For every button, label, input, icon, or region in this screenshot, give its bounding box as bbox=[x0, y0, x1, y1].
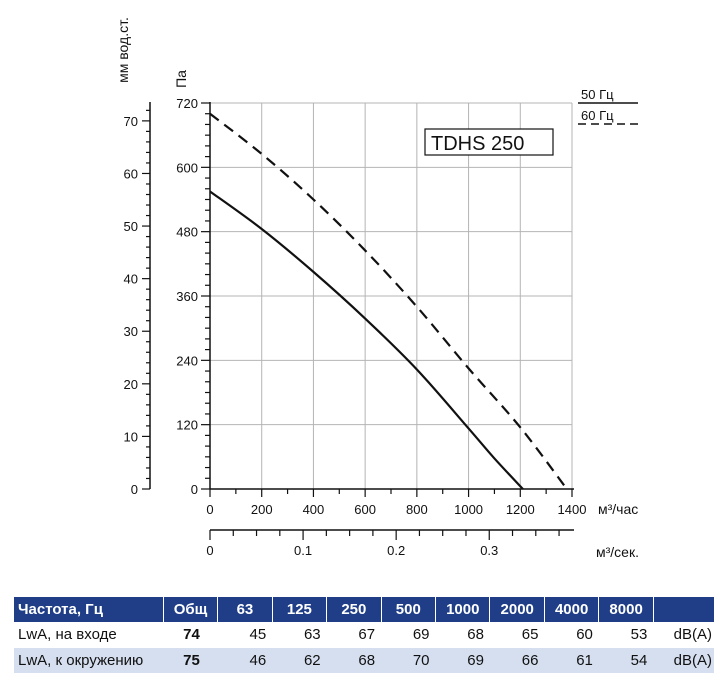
y-tick-label: 480 bbox=[176, 225, 198, 240]
x-tick-label: 400 bbox=[303, 502, 325, 517]
series-curves bbox=[209, 112, 568, 490]
x-tick-label: 600 bbox=[354, 502, 376, 517]
y2-tick-label: 10 bbox=[124, 429, 138, 444]
series-50hz-curve bbox=[209, 190, 524, 490]
tick-labels: 0 120 240 360 480 600 720 0 10 20 30 40 50 60 70 0 200 40… bbox=[124, 96, 587, 558]
y-tick-label: 0 bbox=[191, 482, 198, 497]
x2-tick-label: 0.3 bbox=[480, 543, 498, 558]
x-tick-label: 1400 bbox=[558, 502, 587, 517]
table-cell: 54 bbox=[598, 647, 654, 673]
tick-marks bbox=[142, 102, 573, 540]
table-header-row: Частота, Гц Общ 63 125 250 500 1000 2000… bbox=[14, 597, 714, 622]
table-row: LwA, к окружению 75 46 62 68 70 69 66 61… bbox=[14, 647, 714, 673]
y2-tick-label: 50 bbox=[124, 219, 138, 234]
row-total: 74 bbox=[163, 622, 218, 648]
header-band: 4000 bbox=[544, 597, 600, 622]
y2-tick-label: 30 bbox=[124, 324, 138, 339]
table-cell: 45 bbox=[217, 622, 273, 648]
y-tick-label: 120 bbox=[176, 418, 198, 433]
header-band: 1000 bbox=[435, 597, 491, 622]
table-cell: 66 bbox=[489, 647, 545, 673]
row-unit: dB(A) bbox=[653, 622, 714, 648]
fan-curve-chart: 0 120 240 360 480 600 720 0 10 20 30 40 50 60 70 0 200 40… bbox=[115, 17, 639, 560]
model-title-box: TDHS 250 bbox=[424, 128, 554, 156]
x-tick-label: 1200 bbox=[506, 502, 535, 517]
row-total: 75 bbox=[163, 647, 218, 673]
y2-tick-label: 40 bbox=[124, 272, 138, 287]
y2-axis-label: мм вод.ст. bbox=[115, 17, 131, 83]
table-cell: 69 bbox=[381, 622, 436, 648]
x2-axis-label: м³/сек. bbox=[596, 544, 639, 560]
table-cell: 46 bbox=[217, 647, 273, 673]
y-tick-label: 240 bbox=[176, 353, 198, 368]
table-cell: 67 bbox=[326, 622, 382, 648]
header-band: 250 bbox=[326, 597, 382, 622]
legend-50hz-label: 50 Гц bbox=[581, 87, 614, 102]
legend-60hz-label: 60 Гц bbox=[581, 108, 614, 123]
grid bbox=[209, 102, 573, 490]
x-tick-label: 1000 bbox=[454, 502, 483, 517]
x-tick-label: 0 bbox=[206, 502, 213, 517]
table-cell: 68 bbox=[435, 622, 490, 648]
y-axis-label: Па bbox=[173, 70, 189, 88]
x2-tick-label: 0.2 bbox=[387, 543, 405, 558]
sound-level-table: Частота, Гц Общ 63 125 250 500 1000 2000… bbox=[14, 597, 714, 673]
x-tick-label: 800 bbox=[406, 502, 428, 517]
table-cell: 68 bbox=[326, 647, 382, 673]
y-tick-label: 360 bbox=[176, 289, 198, 304]
series-60hz-curve bbox=[209, 112, 568, 490]
x2-tick-label: 0 bbox=[206, 543, 213, 558]
header-band: 500 bbox=[381, 597, 437, 622]
header-band: 8000 bbox=[598, 597, 654, 622]
x2-tick-label: 0.1 bbox=[294, 543, 312, 558]
chart-title: TDHS 250 bbox=[431, 133, 524, 155]
y2-tick-label: 70 bbox=[124, 114, 138, 129]
x-tick-label: 200 bbox=[251, 502, 273, 517]
header-total: Общ bbox=[163, 597, 219, 622]
table-cell: 63 bbox=[272, 622, 327, 648]
y2-tick-label: 60 bbox=[124, 166, 138, 181]
header-frequency: Частота, Гц bbox=[14, 597, 164, 622]
table-cell: 60 bbox=[544, 622, 599, 648]
y2-tick-label: 20 bbox=[124, 377, 138, 392]
table-cell: 70 bbox=[381, 647, 436, 673]
row-unit: dB(A) bbox=[653, 647, 714, 673]
header-band: 125 bbox=[272, 597, 328, 622]
table-cell: 62 bbox=[272, 647, 327, 673]
x-axis-label: м³/час bbox=[598, 501, 638, 517]
legend: 50 Гц 60 Гц bbox=[578, 87, 638, 125]
row-label: LwA, к окружению bbox=[14, 647, 164, 673]
table-cell: 53 bbox=[598, 622, 654, 648]
y2-tick-label: 0 bbox=[131, 482, 138, 497]
header-band: 2000 bbox=[489, 597, 545, 622]
table-cell: 61 bbox=[544, 647, 599, 673]
y-tick-label: 720 bbox=[176, 96, 198, 111]
header-unit-blank bbox=[653, 597, 714, 622]
table-row: LwA, на входе 74 45 63 67 69 68 65 60 53… bbox=[14, 622, 714, 648]
row-label: LwA, на входе bbox=[14, 622, 164, 648]
y-tick-label: 600 bbox=[176, 160, 198, 175]
table-cell: 69 bbox=[435, 647, 490, 673]
header-band: 63 bbox=[217, 597, 273, 622]
table-cell: 65 bbox=[489, 622, 545, 648]
